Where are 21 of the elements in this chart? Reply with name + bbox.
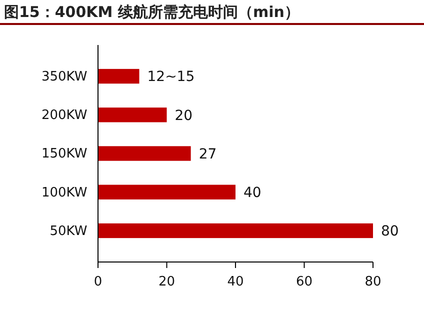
bar: [98, 146, 191, 161]
y-tick-label: 100KW: [41, 185, 88, 200]
x-tick-label: 60: [296, 274, 313, 290]
x-tick-label: 20: [158, 274, 176, 290]
data-label: 20: [174, 108, 193, 124]
y-tick-label: 50KW: [50, 224, 88, 239]
y-tick-label: 150KW: [41, 146, 88, 162]
x-tick-label: 40: [227, 274, 244, 290]
y-tick-label: 200KW: [41, 108, 88, 124]
bar: [98, 223, 373, 238]
bar: [98, 68, 140, 84]
y-tick-label: 350KW: [41, 69, 88, 84]
chart-title: 图15：400KM 续航所需充电时间（min）: [4, 3, 300, 21]
bar: [98, 108, 167, 122]
x-tick-label: 80: [364, 274, 382, 290]
data-label: 27: [198, 146, 217, 162]
data-label: 80: [381, 224, 399, 240]
data-label: 40: [244, 185, 262, 202]
data-label: 12~15: [147, 69, 195, 86]
bar: [98, 184, 236, 200]
x-tick-label: 0: [94, 274, 102, 290]
